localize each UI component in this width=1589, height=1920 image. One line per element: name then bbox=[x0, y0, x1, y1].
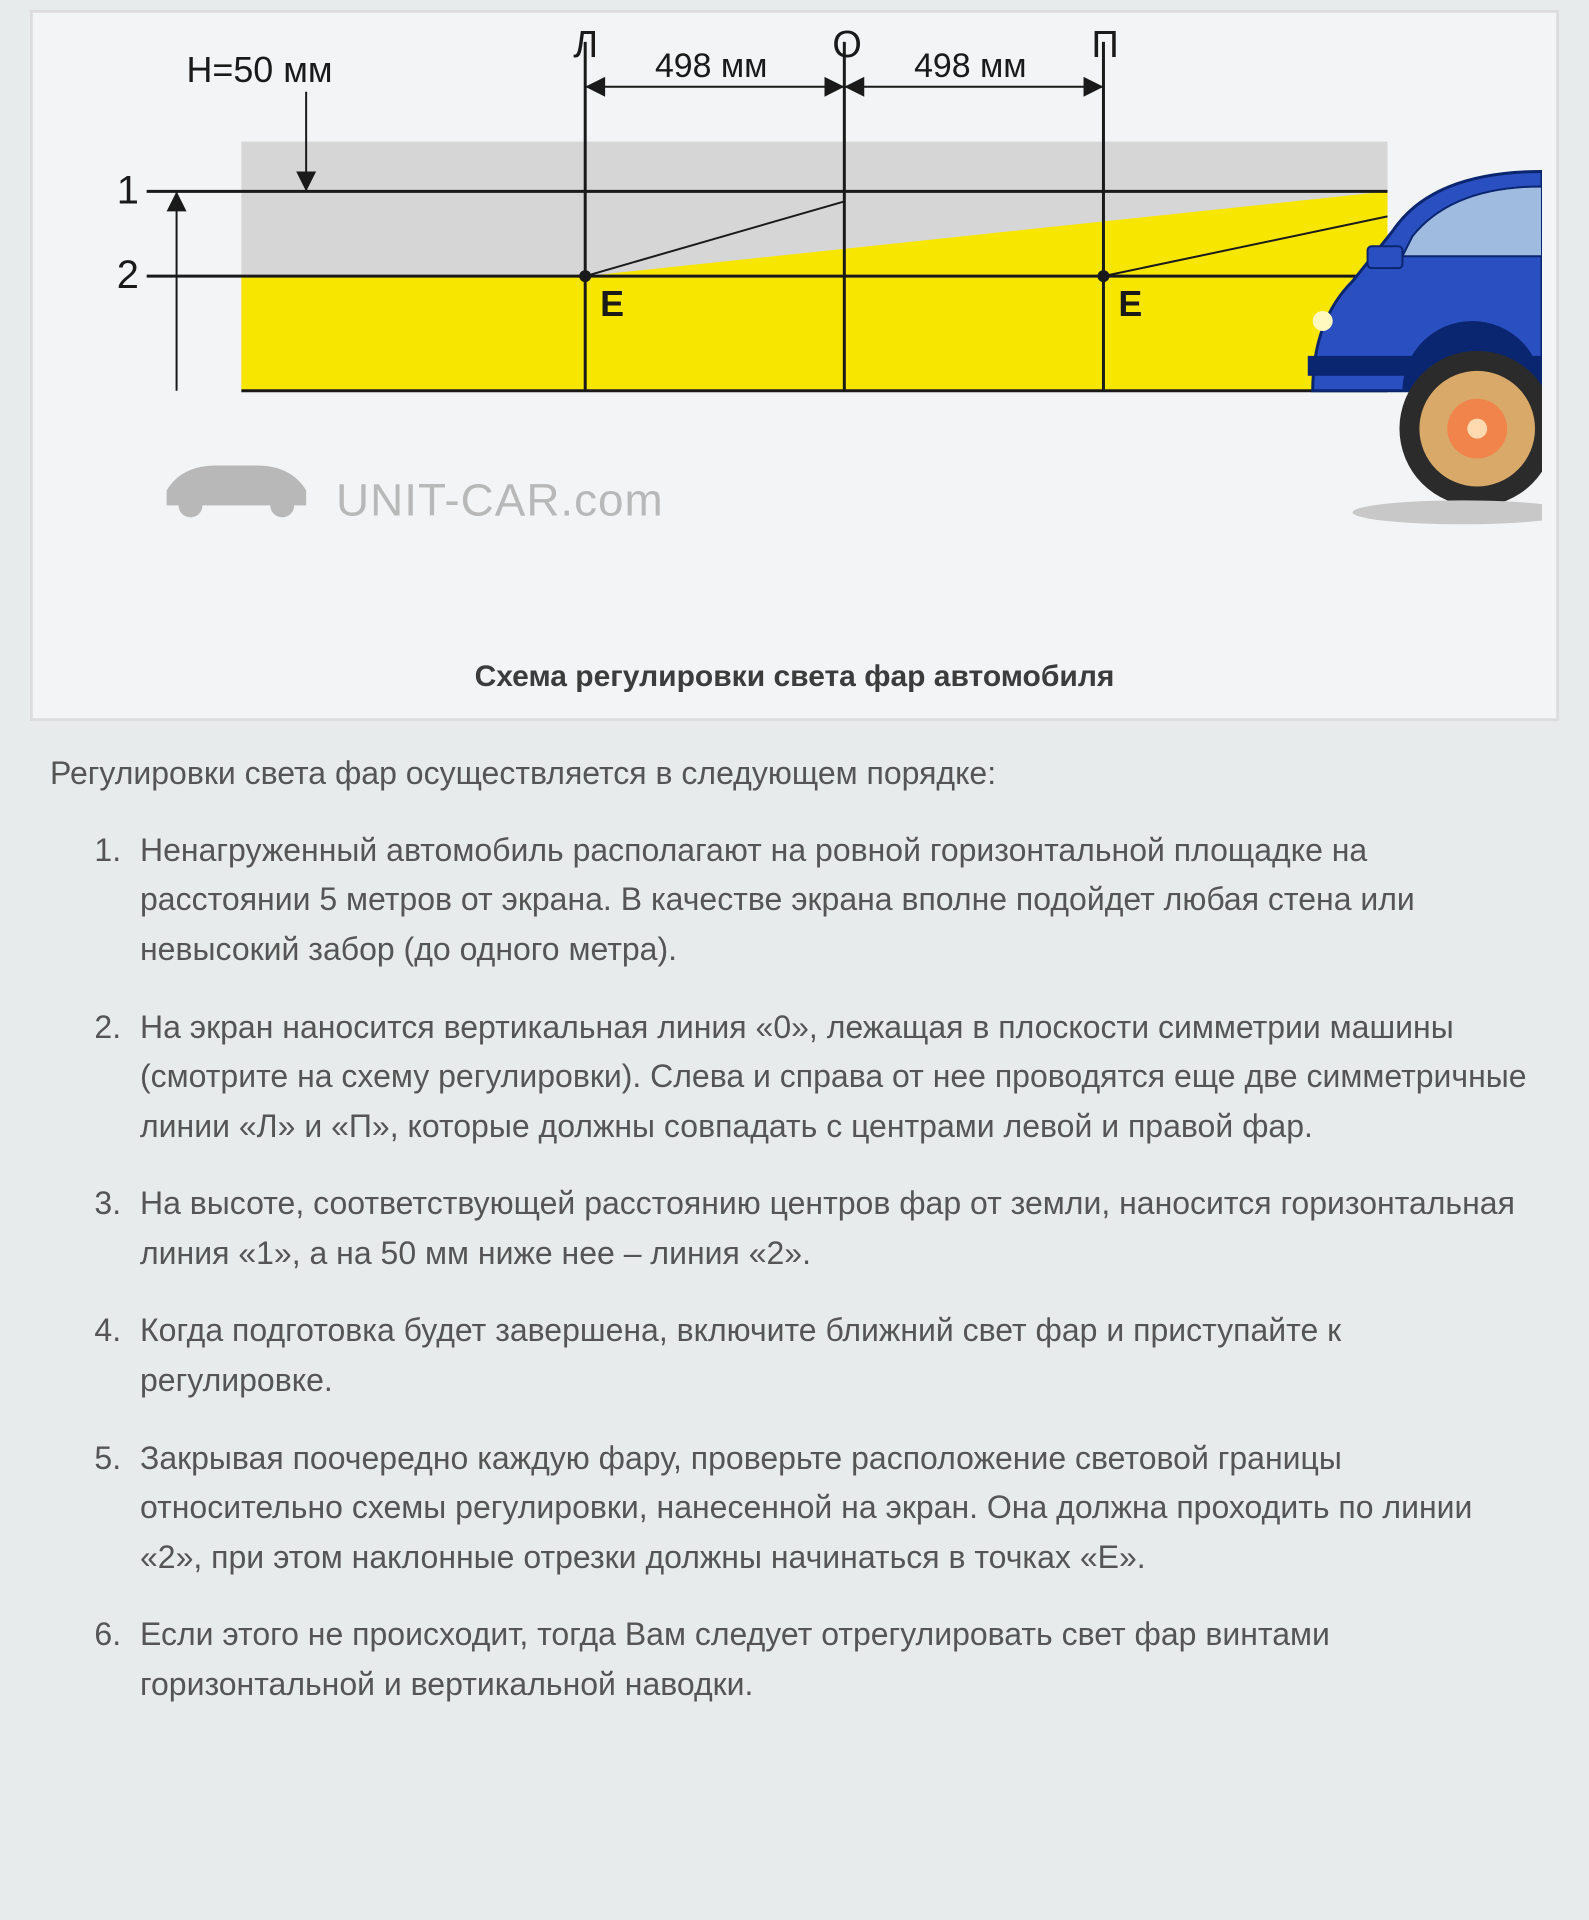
steps-list: Ненагруженный автомобиль располагают на … bbox=[50, 826, 1539, 1710]
svg-text:О: О bbox=[832, 24, 861, 66]
svg-text:E: E bbox=[600, 284, 624, 324]
svg-text:UNIT-CAR.com: UNIT-CAR.com bbox=[336, 474, 664, 525]
svg-text:498 мм: 498 мм bbox=[914, 47, 1027, 85]
svg-text:П: П bbox=[1092, 24, 1119, 66]
svg-text:Л: Л bbox=[573, 24, 598, 66]
step-item: Когда подготовка будет завершена, включи… bbox=[130, 1306, 1539, 1405]
headlight-diagram-svg: E E Л О П 498 мм 498 мм H=50 мм 1 2 UNIT-CAR.com bbox=[47, 22, 1542, 640]
step-item: Если этого не происходит, тогда Вам след… bbox=[130, 1610, 1539, 1709]
svg-text:H=50 мм: H=50 мм bbox=[187, 50, 333, 90]
svg-text:E: E bbox=[1118, 284, 1142, 324]
figure-caption: Схема регулировки света фар автомобиля bbox=[47, 660, 1542, 694]
step-item: На высоте, соответствующей расстоянию це… bbox=[130, 1179, 1539, 1278]
figure-container: E E Л О П 498 мм 498 мм H=50 мм 1 2 UNIT-CAR.com С… bbox=[30, 10, 1559, 721]
intro-text: Регулировки света фар осуществляется в с… bbox=[50, 751, 1539, 796]
step-item: Ненагруженный автомобиль располагают на … bbox=[130, 826, 1539, 975]
page: E E Л О П 498 мм 498 мм H=50 мм 1 2 UNIT-CAR.com С… bbox=[0, 10, 1589, 1778]
svg-text:1: 1 bbox=[117, 168, 139, 212]
step-item: На экран наносится вертикальная линия «0… bbox=[130, 1003, 1539, 1152]
diagram: E E Л О П 498 мм 498 мм H=50 мм 1 2 UNIT-CAR.com bbox=[47, 22, 1542, 645]
svg-text:498 мм: 498 мм bbox=[655, 47, 768, 85]
article-body: Регулировки света фар осуществляется в с… bbox=[0, 751, 1589, 1778]
step-item: Закрывая поочередно каждую фару, проверь… bbox=[130, 1434, 1539, 1583]
svg-text:2: 2 bbox=[117, 253, 139, 297]
